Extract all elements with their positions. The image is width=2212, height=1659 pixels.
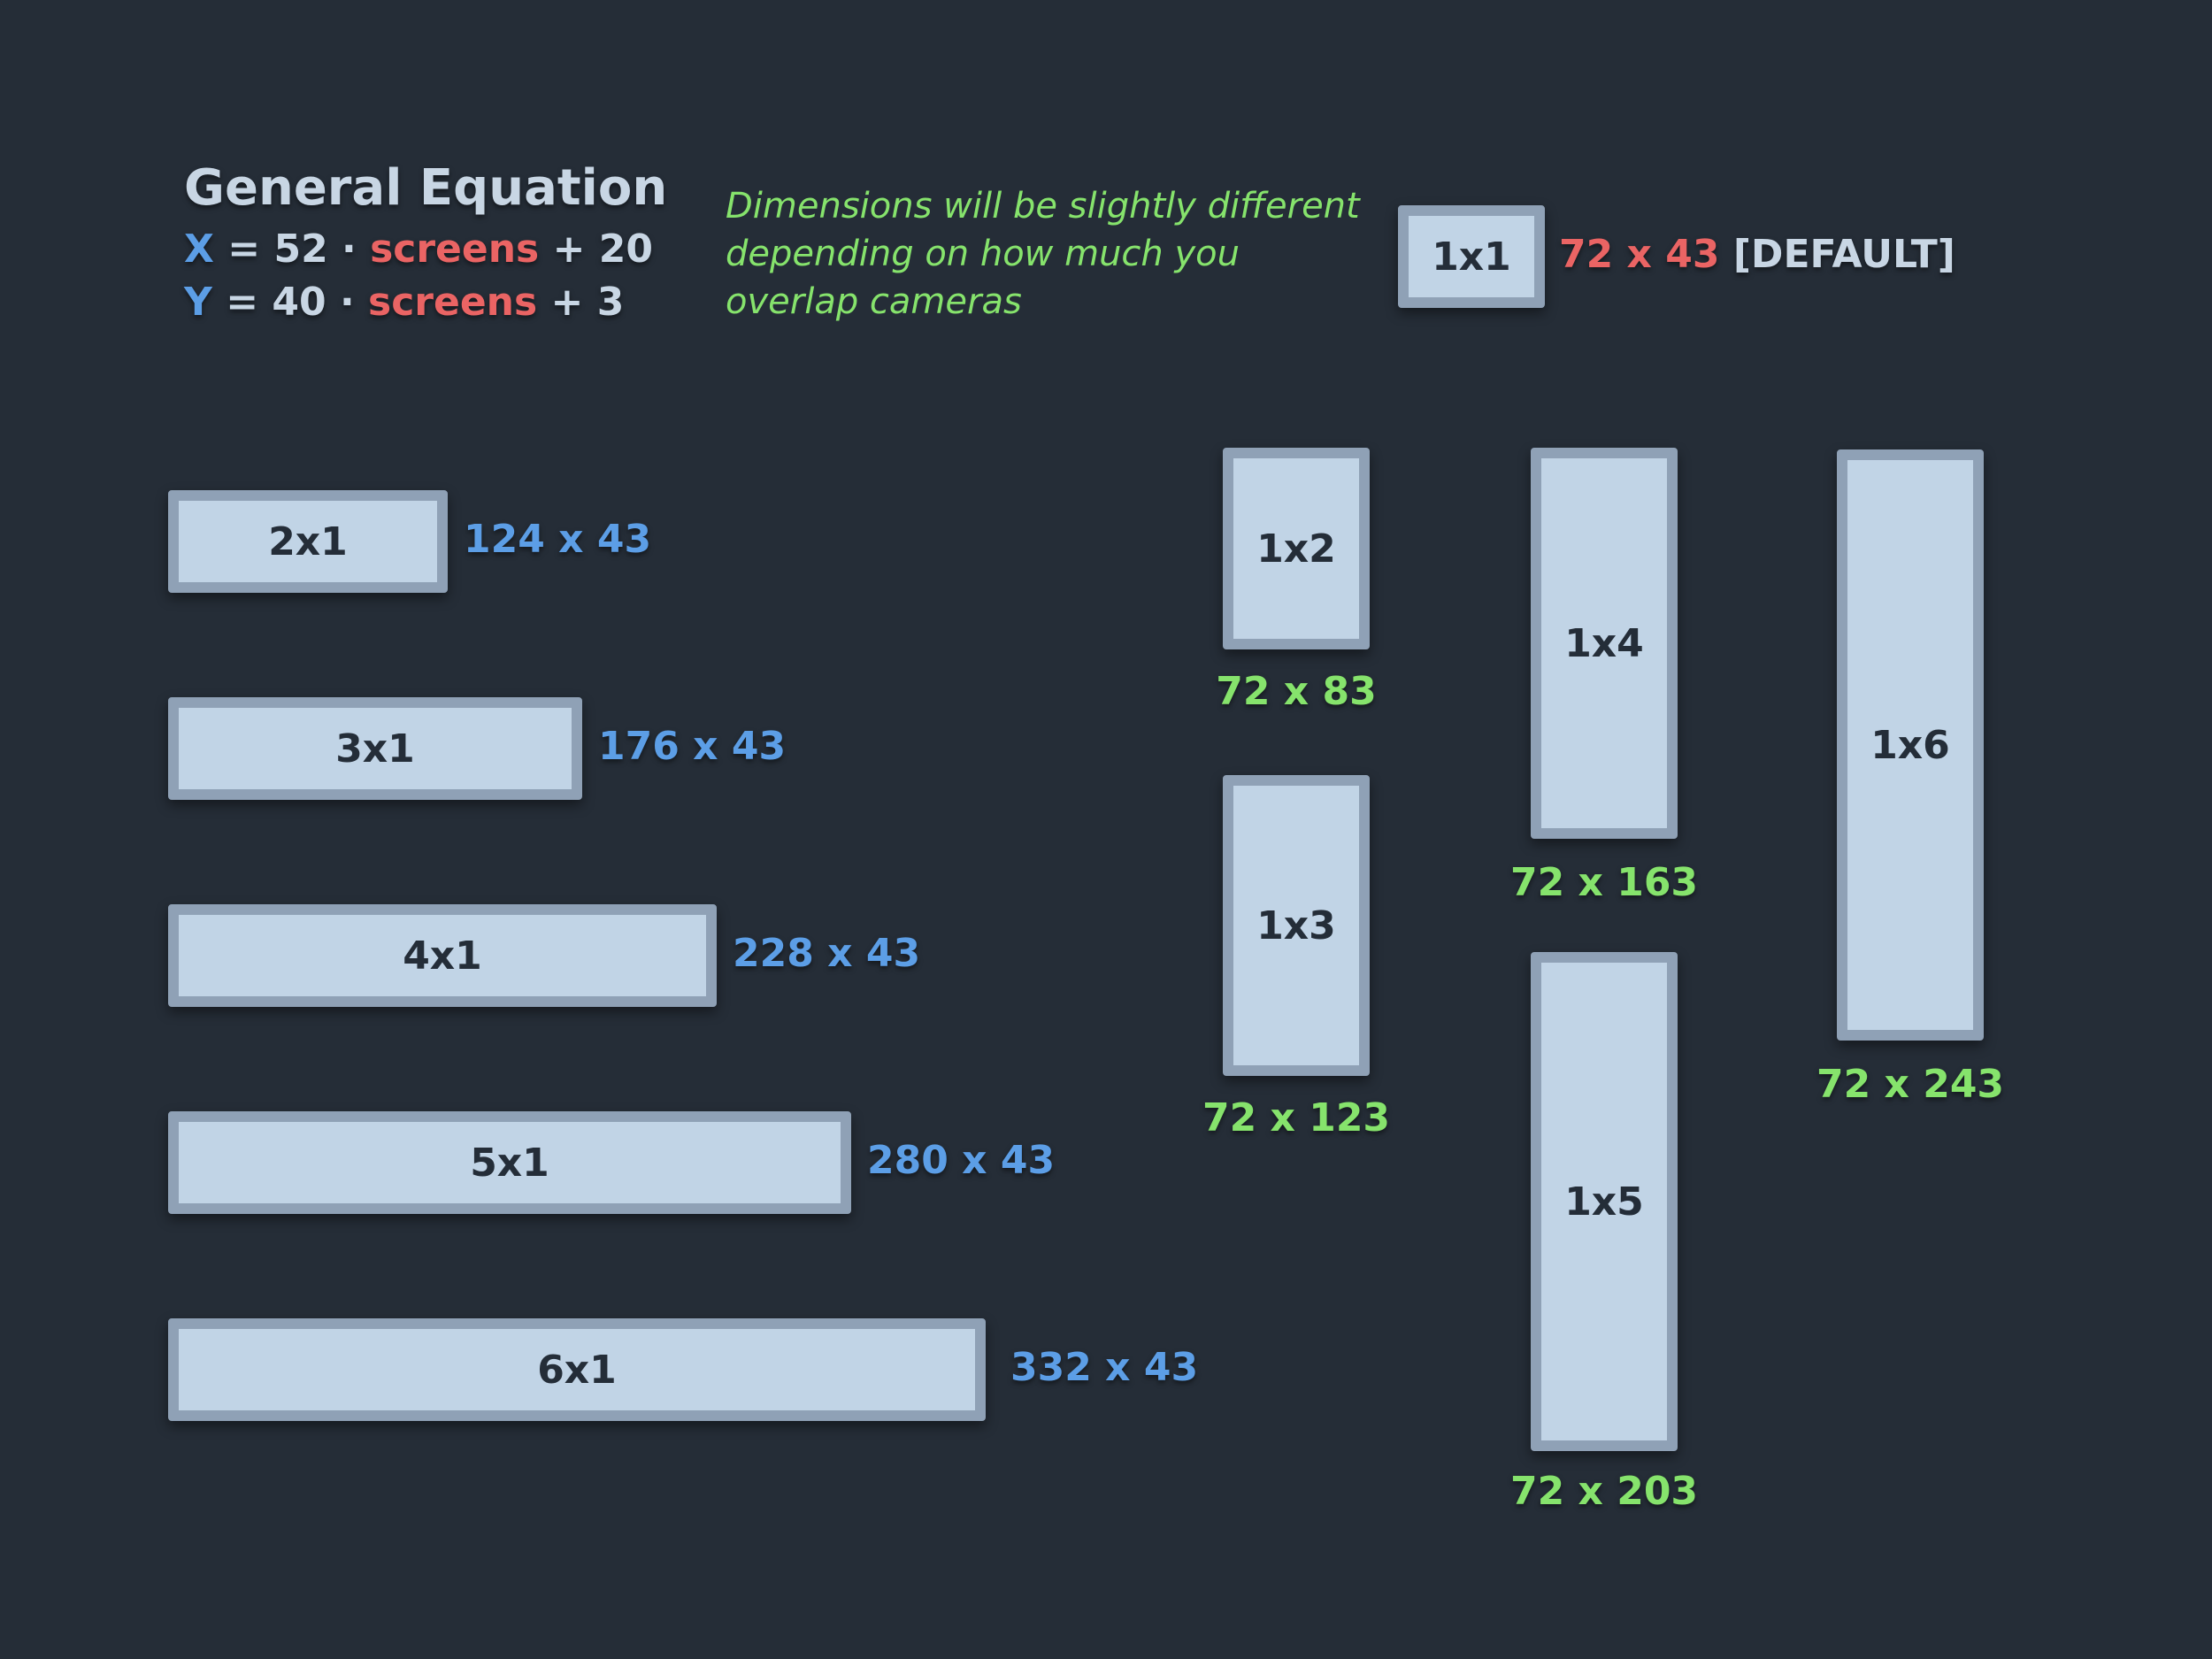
x-equals: = [227,227,261,272]
box-4x1: 4x1 [168,904,717,1007]
x-constant: 20 [598,227,654,272]
dims-5x1: 280 x 43 [867,1138,1056,1183]
box-1x4: 1x4 [1531,448,1678,839]
y-equation: Y = 40 · screens + 3 [184,280,624,325]
box-label: 1x3 [1256,902,1336,949]
box-label: 3x1 [335,726,415,772]
box-label: 1x2 [1256,526,1336,572]
box-1x3: 1x3 [1223,775,1370,1076]
dims-1x6: 72 x 243 [1816,1062,2005,1107]
y-equals: = [226,280,259,325]
box-5x1: 5x1 [168,1111,851,1214]
box-1x2: 1x2 [1223,448,1370,649]
dims-1x4: 72 x 163 [1509,860,1699,905]
default-dims: 72 x 43 [DEFAULT] [1559,232,1955,277]
box-label: 2x1 [268,518,348,565]
dims-1x5: 72 x 203 [1509,1469,1699,1514]
box-label: 6x1 [537,1347,617,1393]
y-variable: Y [184,280,212,325]
dims-6x1: 332 x 43 [1010,1345,1199,1390]
equation-title: General Equation [184,159,668,217]
x-variable: X [184,227,214,272]
box-label: 5x1 [470,1140,549,1186]
overlap-note: Dimensions will be slightly different de… [726,186,1360,322]
y-dot: · [339,280,355,325]
y-screens-term: screens [368,280,538,325]
dims-4x1: 228 x 43 [733,931,921,976]
box-1x5: 1x5 [1531,952,1678,1451]
box-3x1: 3x1 [168,697,582,800]
dims-1x3: 72 x 123 [1202,1095,1391,1141]
x-equation: X = 52 · screens + 20 [184,227,653,272]
x-screens-term: screens [370,227,540,272]
box-6x1: 6x1 [168,1318,986,1421]
dims-3x1: 176 x 43 [598,724,787,769]
box-label: 1x6 [1870,722,1950,768]
box-1x1: 1x1 [1398,205,1545,308]
y-plus: + [550,280,584,325]
dims-1x2: 72 x 83 [1216,669,1377,714]
x-dot: · [342,227,357,272]
default-tag: [DEFAULT] [1732,232,1955,277]
y-constant: 3 [596,280,625,325]
box-label: 4x1 [403,933,482,979]
dims-2x1: 124 x 43 [464,517,652,562]
x-plus: + [552,227,586,272]
box-1x6: 1x6 [1837,449,1984,1041]
y-coefficient: 40 [272,280,326,325]
box-label: 1x4 [1564,620,1644,666]
box-label: 1x1 [1432,234,1511,280]
default-dims-value: 72 x 43 [1559,232,1720,277]
x-coefficient: 52 [273,227,328,272]
box-label: 1x5 [1564,1179,1644,1225]
box-2x1: 2x1 [168,490,448,593]
